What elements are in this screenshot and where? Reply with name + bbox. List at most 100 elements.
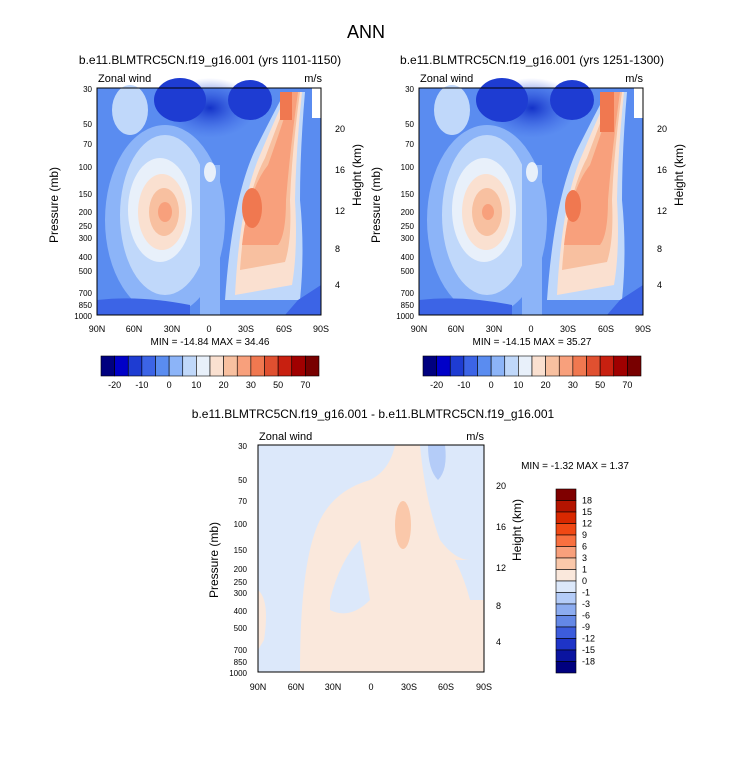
panel-2-subtitle-right: m/s (625, 73, 643, 85)
colorbar-label: -20 (430, 380, 443, 390)
panel-1-xtick: 0 (206, 324, 211, 334)
panel-2-height-tick: 4 (657, 280, 662, 290)
panel-1-ylabel-right: Height (km) (350, 144, 364, 206)
panel-2-colorbar: -20 -10 0 10 20 30 50 70 (422, 355, 642, 390)
colorbar-label: -12 (582, 634, 595, 644)
panel-3-ytick: 700 (234, 646, 248, 655)
panel-3-subtitle-left: Zonal wind (259, 431, 312, 443)
colorbar-box (555, 592, 577, 605)
colorbar-label: -20 (108, 380, 121, 390)
panel-2-ytick: 50 (405, 120, 414, 129)
panel-2-xtick: 30S (560, 324, 576, 334)
colorbar-label: -15 (582, 645, 595, 655)
colorbar-box (182, 355, 197, 377)
colorbar-box (555, 546, 577, 559)
colorbar-label: 20 (541, 380, 551, 390)
panel-3-xtick: 30S (401, 682, 417, 692)
panel-3-ylabel: Pressure (mb) (207, 522, 221, 598)
colorbar-box (223, 355, 238, 377)
panel-3-ytick: 1000 (229, 669, 247, 678)
colorbar-label: 30 (568, 380, 578, 390)
panel-2: b.e11.BLMTRC5CN.f19_g16.001 (yrs 1251-13… (369, 53, 686, 390)
colorbar-label: 3 (582, 553, 587, 563)
panel-2-xtick: 60N (448, 324, 465, 334)
colorbar-box (555, 488, 577, 501)
colorbar-box (555, 523, 577, 536)
panel-3-xtick: 30N (325, 682, 342, 692)
panel-2-xtick: 60S (598, 324, 614, 334)
panel-2-height-tick: 8 (657, 244, 662, 254)
panel-1-ytick: 300 (79, 234, 93, 243)
panel-1-ytick: 70 (83, 140, 92, 149)
panel-3-ytick: 300 (234, 589, 248, 598)
colorbar-box (555, 603, 577, 616)
panel-3-ylabel-right: Height (km) (510, 499, 524, 561)
colorbar-box (555, 626, 577, 639)
colorbar-box (555, 615, 577, 628)
panel-3-field (258, 445, 484, 672)
colorbar-label: -1 (582, 588, 590, 598)
colorbar-box (555, 661, 577, 674)
panel-1-ytick: 100 (79, 163, 93, 172)
panel-1-ytick: 50 (83, 120, 92, 129)
panel-3-height-tick: 4 (496, 637, 501, 647)
panel-1-ylabel: Pressure (mb) (47, 167, 61, 243)
colorbar-label: 0 (489, 380, 494, 390)
colorbar-label: 30 (246, 380, 256, 390)
panel-1-stats: MIN = -14.84 MAX = 34.46 (151, 337, 270, 348)
panel-3-ytick: 70 (238, 497, 247, 506)
colorbar-label: -3 (582, 599, 590, 609)
colorbar-box (518, 355, 533, 377)
colorbar-label: 6 (582, 542, 587, 552)
panel-2-xtick: 90S (635, 324, 651, 334)
colorbar-box (114, 355, 129, 377)
panel-1-xtick: 30N (164, 324, 181, 334)
panel-1-title: b.e11.BLMTRC5CN.f19_g16.001 (yrs 1101-11… (79, 53, 341, 67)
panel-1-height-tick: 8 (335, 244, 340, 254)
colorbar-box (627, 355, 642, 377)
panel-1-xtick: 60N (126, 324, 143, 334)
colorbar-label: 10 (513, 380, 523, 390)
panel-3-height-tick: 20 (496, 481, 506, 491)
panel-3-ytick: 250 (234, 578, 248, 587)
panel-2-xtick: 0 (528, 324, 533, 334)
panel-1-xtick: 60S (276, 324, 292, 334)
colorbar-box (555, 500, 577, 513)
colorbar-label: 15 (582, 507, 592, 517)
panel-3-ytick: 100 (234, 520, 248, 529)
panel-2-xtick: 90N (411, 324, 428, 334)
panel-1-ytick: 250 (79, 222, 93, 231)
panel-3-ytick: 150 (234, 546, 248, 555)
panel-3-ytick: 400 (234, 607, 248, 616)
colorbar-box (264, 355, 279, 377)
colorbar-box (613, 355, 628, 377)
panel-1-height-tick: 4 (335, 280, 340, 290)
colorbar-box (531, 355, 546, 377)
colorbar-box (555, 534, 577, 547)
panel-2-ylabel: Pressure (mb) (369, 167, 383, 243)
panel-1-ytick: 200 (79, 208, 93, 217)
colorbar-label: 9 (582, 530, 587, 540)
panel-1: b.e11.BLMTRC5CN.f19_g16.001 (yrs 1101-11… (47, 53, 364, 390)
colorbar-box (155, 355, 170, 377)
panel-2-ytick: 30 (405, 85, 414, 94)
panel-3-ytick: 500 (234, 624, 248, 633)
panel-1-ytick: 1000 (74, 312, 92, 321)
panel-3-xtick: 60N (288, 682, 305, 692)
panel-1-height-tick: 20 (335, 124, 345, 134)
panel-1-height-tick: 12 (335, 206, 345, 216)
panel-2-field (419, 78, 643, 315)
panel-2-stats: MIN = -14.15 MAX = 35.27 (473, 337, 592, 348)
panel-1-ytick: 400 (79, 253, 93, 262)
panel-2-subtitle-left: Zonal wind (420, 73, 473, 85)
colorbar-box (586, 355, 601, 377)
panel-3: b.e11.BLMTRC5CN.f19_g16.001 - b.e11.BLMT… (192, 407, 630, 692)
panel-2-ylabel-right: Height (km) (672, 144, 686, 206)
colorbar-box (127, 355, 143, 377)
colorbar-box (555, 649, 577, 662)
panel-1-height-tick: 16 (335, 165, 345, 175)
colorbar-label: 10 (191, 380, 201, 390)
panel-3-ytick: 50 (238, 476, 247, 485)
colorbar-box (555, 580, 577, 593)
panel-3-xtick: 90S (476, 682, 492, 692)
